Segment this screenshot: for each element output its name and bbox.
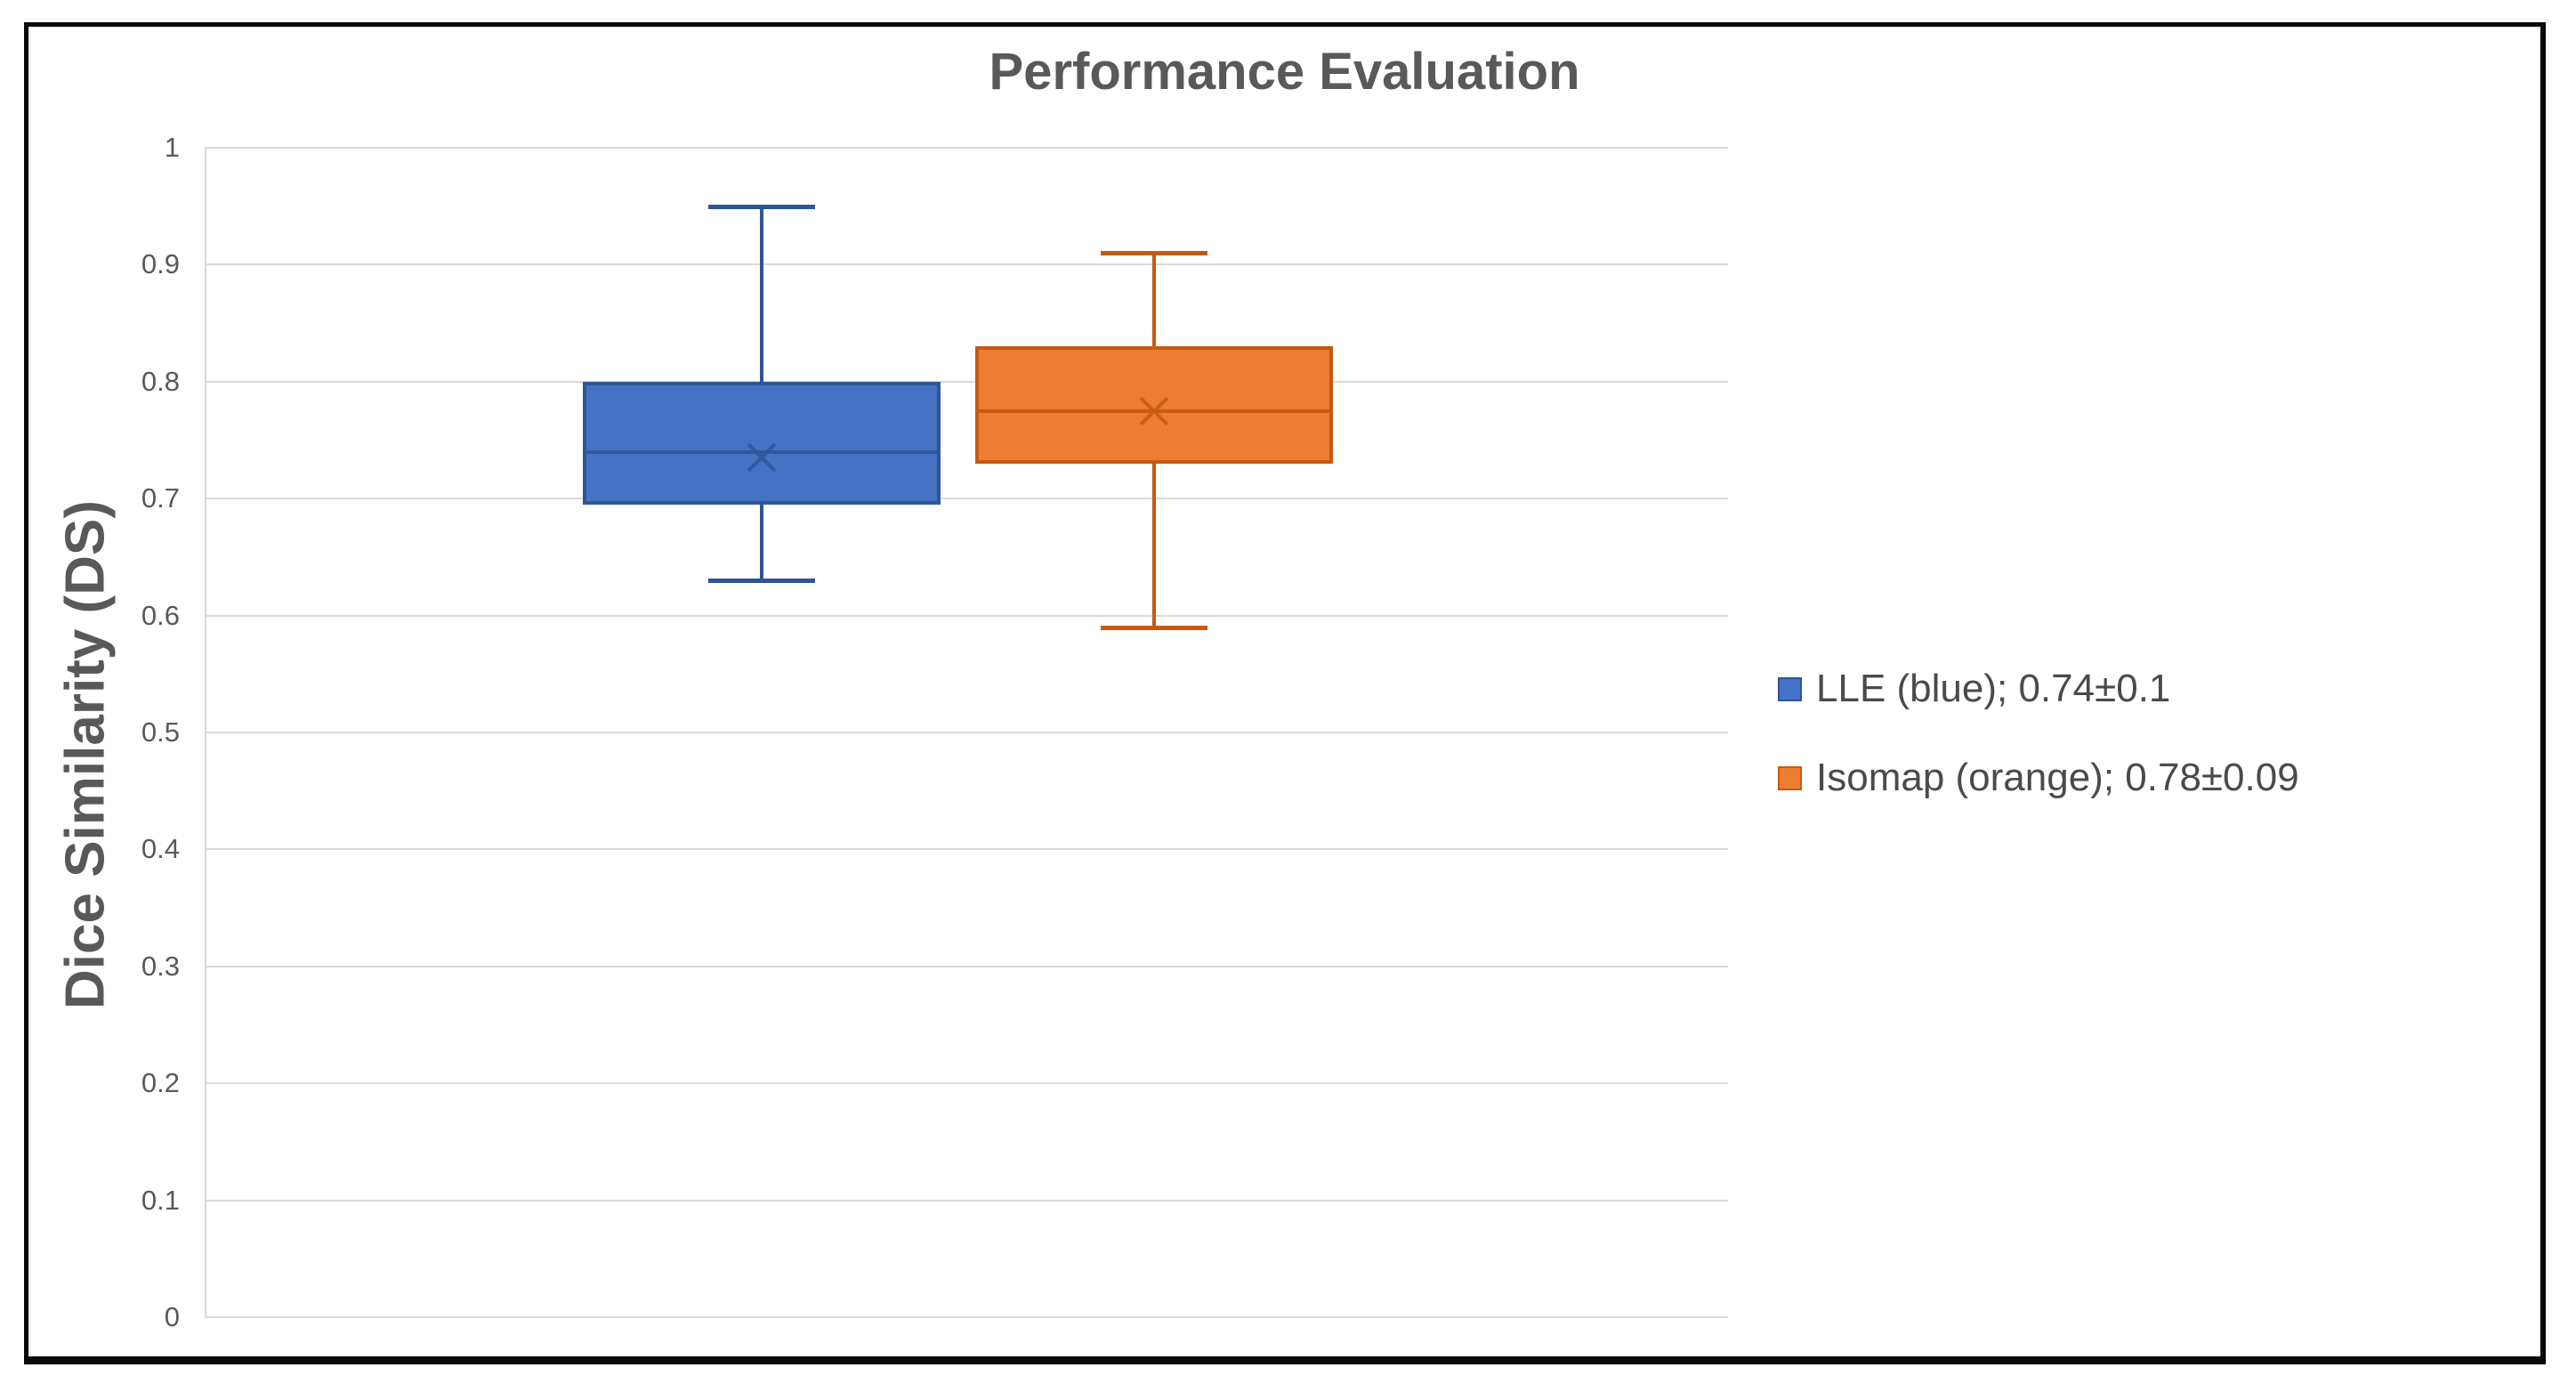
- y-tick-label-0.3: 0.3: [141, 950, 180, 982]
- gridline-1: [205, 147, 1728, 149]
- legend: LLE (blue); 0.74±0.1 Isomap (orange); 0.…: [1778, 657, 2299, 810]
- y-tick-label-0.9: 0.9: [141, 248, 180, 280]
- y-tick-label-1: 1: [164, 132, 180, 163]
- y-tick-label-0: 0: [164, 1301, 180, 1332]
- y-axis-line: [205, 148, 206, 1317]
- gridline-0.4: [205, 848, 1728, 851]
- gridline-0.1: [205, 1199, 1728, 1202]
- y-tick-label-0.2: 0.2: [141, 1067, 180, 1099]
- y-tick-label-0.5: 0.5: [141, 716, 180, 748]
- lower-whisker-cap: [708, 579, 815, 584]
- lower-whisker-stem: [760, 504, 763, 581]
- gridline-0.9: [205, 263, 1728, 266]
- legend-label-lle: LLE (blue); 0.74±0.1: [1816, 667, 2171, 710]
- legend-swatch-lle: [1778, 676, 1802, 701]
- y-tick-label-0.4: 0.4: [141, 833, 180, 865]
- iqr-box: [583, 381, 941, 505]
- y-tick-label-0.6: 0.6: [141, 599, 180, 631]
- mean-marker: [1139, 396, 1169, 426]
- mean-marker: [747, 442, 777, 473]
- gridline-0.3: [205, 965, 1728, 967]
- y-tick-label-0.1: 0.1: [141, 1184, 180, 1216]
- gridline-0.8: [205, 380, 1728, 383]
- y-tick-label-0.8: 0.8: [141, 365, 180, 397]
- upper-whisker-stem: [760, 206, 763, 382]
- lower-whisker-stem: [1152, 463, 1156, 627]
- legend-item-isomap: Isomap (orange); 0.78±0.09: [1778, 746, 2299, 810]
- y-axis-tick-labels: 1 0.9 0.8 0.7 0.6 0.5 0.4 0.3 0.2 0.1 0: [28, 27, 185, 1356]
- legend-swatch-isomap: [1778, 765, 1802, 790]
- legend-item-lle: LLE (blue); 0.74±0.1: [1778, 657, 2299, 721]
- gridline-0: [205, 1316, 1728, 1318]
- upper-whisker-cap: [708, 204, 815, 209]
- upper-whisker-stem: [1152, 253, 1156, 347]
- gridline-0.7: [205, 498, 1728, 500]
- gridline-0.2: [205, 1082, 1728, 1085]
- chart-frame: Performance Evaluation Dice Similarity (…: [24, 22, 2546, 1364]
- plot-area: [205, 147, 1728, 1318]
- lower-whisker-cap: [1101, 625, 1207, 630]
- gridline-0.5: [205, 732, 1728, 733]
- upper-whisker-cap: [1101, 251, 1207, 256]
- gridline-0.6: [205, 614, 1728, 617]
- chart-title: Performance Evaluation: [989, 43, 1580, 101]
- legend-label-isomap: Isomap (orange); 0.78±0.09: [1816, 756, 2299, 799]
- y-tick-label-0.7: 0.7: [141, 482, 180, 514]
